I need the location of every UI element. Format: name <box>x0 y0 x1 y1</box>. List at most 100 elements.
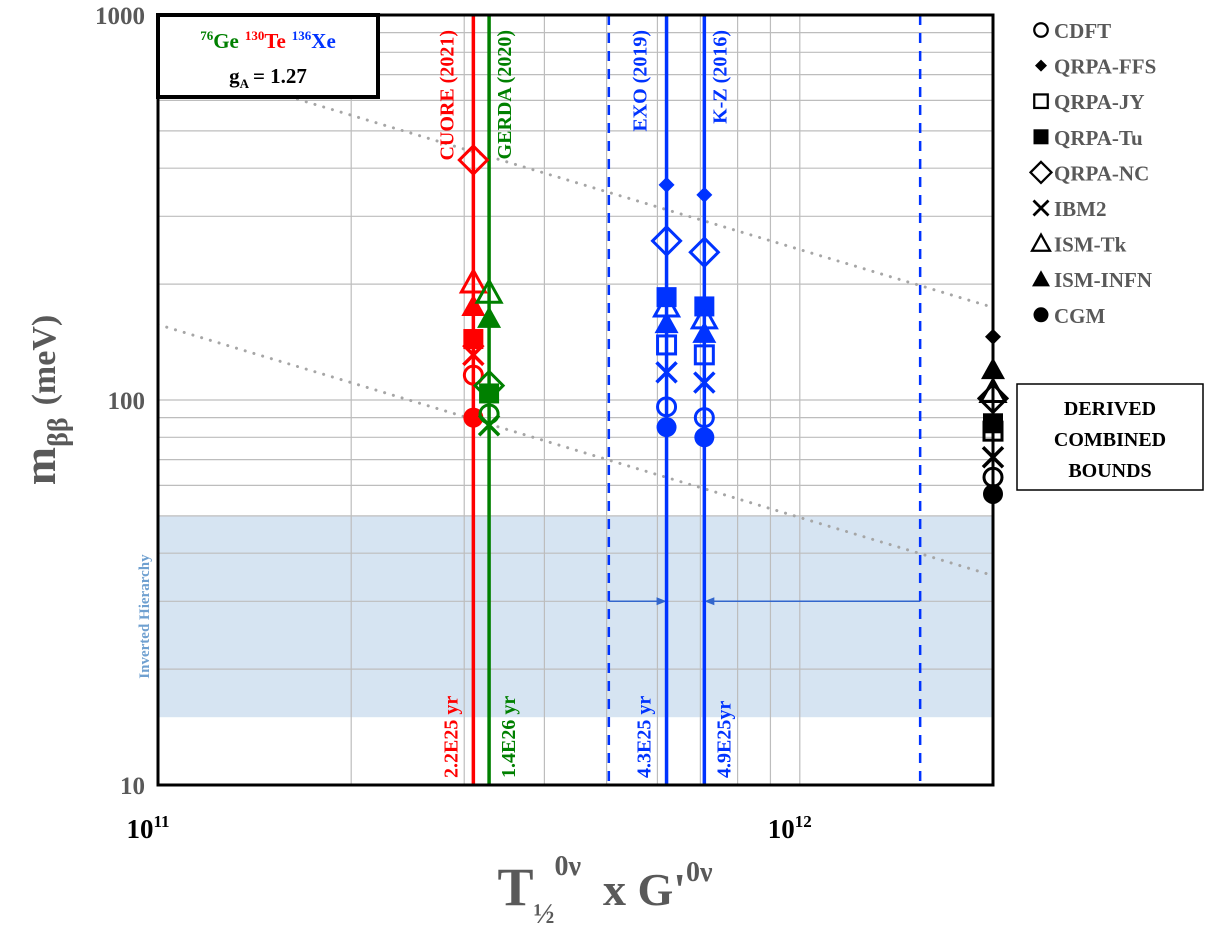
combined-label-line-1: DERIVED <box>1064 398 1156 420</box>
legend-item-qrpa-tu: QRPA-Tu <box>1033 126 1143 150</box>
experiment-name-label: CUORE (2021) <box>436 30 458 161</box>
isotope-mass-te: 130 <box>245 28 265 43</box>
data-point-qrpa-jy <box>656 334 678 356</box>
y-axis-title-sub: ββ <box>43 417 74 447</box>
legend-marker-diamond-filled-icon <box>1035 59 1047 72</box>
legend-marker-circle-open-icon <box>1033 22 1049 38</box>
inverted-hierarchy-label: Inverted Hierarchy <box>137 554 153 679</box>
legend-label: ISM-INFN <box>1054 268 1152 292</box>
legend-label: QRPA-JY <box>1054 90 1145 114</box>
legend-marker-square-open-icon <box>1033 93 1049 110</box>
isotope-symbol-te: Te <box>264 29 285 53</box>
halflife-label: 2.2E25 yr <box>440 696 462 778</box>
data-point-ibm2 <box>477 413 501 437</box>
experiment-name-label: GERDA (2020) <box>494 30 516 159</box>
legend-marker-triangle-open-icon <box>1030 232 1052 252</box>
x-axis-title-mid: x G' <box>603 864 686 915</box>
combined-label-line-3: BOUNDS <box>1068 460 1151 482</box>
legend-item-cgm: CGM <box>1033 304 1106 328</box>
legend-item-ism-infn: ISM-INFN <box>1032 268 1152 292</box>
y-tick-label: 1000 <box>95 3 145 30</box>
data-point-cgm <box>656 417 677 438</box>
trend-lines <box>156 55 995 578</box>
legend-label: QRPA-Tu <box>1054 126 1143 150</box>
combined-bounds-box: DERIVED COMBINED BOUNDS <box>1016 383 1204 491</box>
data-point-qrpa-nc <box>688 236 721 269</box>
data-points <box>457 143 1010 504</box>
legend-item-qrpa-nc: QRPA-NC <box>1028 160 1149 185</box>
svg-text:gA= 1.27: gA = 1.27 <box>229 64 307 91</box>
halflife-label: 4.9E25yr <box>713 701 735 778</box>
legend-marker-diamond-open-icon <box>1028 160 1054 185</box>
x-tick-exponent: 11 <box>153 812 169 831</box>
data-point-cgm <box>463 407 484 428</box>
legend-label: IBM2 <box>1054 197 1107 221</box>
isotope-symbol-ge: Ge <box>213 29 239 53</box>
experiment-name-label: K-Z (2016) <box>709 30 731 124</box>
data-point-ism-infn <box>477 306 502 328</box>
isotope-symbol-xe: Xe <box>311 29 336 53</box>
legend: CDFT QRPA-FFS QRPA-JY QRPA-Tu QRPA-NC IBM2 ISM… <box>1028 19 1156 328</box>
plot-frame <box>156 13 995 787</box>
x-tick-exponent: 12 <box>795 812 812 831</box>
y-axis-title: mββ (meV) <box>14 315 74 485</box>
x-axis-title-sub: ½ <box>533 899 554 930</box>
grid <box>158 15 993 785</box>
data-point-qrpa-ffs <box>696 186 713 203</box>
legend-item-ibm2: IBM2 <box>1032 197 1107 221</box>
legend-marker-triangle-filled-icon <box>1032 270 1050 287</box>
x-axis-title-sup2: 0ν <box>686 857 713 888</box>
data-point-ibm2 <box>693 371 716 394</box>
legend-item-cdft: CDFT <box>1033 19 1111 43</box>
halflife-label: 4.3E25 yr <box>634 696 656 778</box>
data-point-qrpa-tu <box>479 383 500 404</box>
y-axis-title-base: m <box>14 447 65 485</box>
experiment-name-label: EXO (2019) <box>630 30 652 132</box>
legend-marker-circle-filled-icon <box>1033 307 1049 323</box>
data-point-qrpa-jy <box>693 344 715 366</box>
isotope-info-box: 76Ge 130Te 136Xe gA = 1.27 <box>156 13 380 99</box>
trend-line-1 <box>156 323 995 578</box>
legend-label: CGM <box>1054 304 1106 328</box>
legend-item-qrpa-ffs: QRPA-FFS <box>1035 55 1156 79</box>
legend-marker-square-filled-icon <box>1033 129 1049 145</box>
data-point-cdft <box>656 396 678 418</box>
ga-sub: A <box>240 76 250 91</box>
data-point-cdft <box>693 407 715 429</box>
data-point-ibm2 <box>655 361 678 384</box>
inverted-hierarchy-band-layer: Inverted Hierarchy <box>137 515 993 718</box>
data-point-ism-infn <box>461 294 486 317</box>
data-point-qrpa-ffs <box>658 176 675 193</box>
combined-label-line-2: COMBINED <box>1054 429 1166 451</box>
arrow-head-1 <box>704 597 715 606</box>
arrow-head-0 <box>656 597 667 606</box>
isotope-mass-xe: 136 <box>292 28 312 43</box>
legend-label: CDFT <box>1054 19 1111 43</box>
data-point-ibm2 <box>462 343 485 367</box>
inverted-hierarchy-band <box>158 515 993 718</box>
data-point-ism-infn <box>692 321 717 343</box>
data-point-ism-tk <box>474 277 504 304</box>
ga-base: g <box>229 64 240 88</box>
x-tick-label: 1011 <box>126 812 169 844</box>
data-point-qrpa-nc <box>650 224 683 258</box>
data-point-cgm <box>694 427 715 448</box>
halflife-label: 1.4E26 yr <box>498 696 520 778</box>
x-tick-base: 10 <box>768 814 795 844</box>
legend-item-ism-tk: ISM-Tk <box>1030 232 1127 257</box>
legend-label: QRPA-NC <box>1054 161 1149 185</box>
legend-marker-x-icon <box>1032 199 1050 217</box>
trend-line-0 <box>156 55 995 309</box>
x-axis-title-base: T <box>497 857 533 917</box>
legend-label: ISM-Tk <box>1054 233 1127 257</box>
x-tick-label: 1012 <box>768 812 812 844</box>
legend-label: QRPA-FFS <box>1054 55 1156 79</box>
x-tick-base: 10 <box>126 814 153 844</box>
y-axis-title-unit: (meV) <box>26 315 63 406</box>
y-tick-label: 10 <box>120 773 145 800</box>
data-point-qrpa-nc <box>457 143 490 177</box>
data-point-ism-infn <box>654 311 679 334</box>
